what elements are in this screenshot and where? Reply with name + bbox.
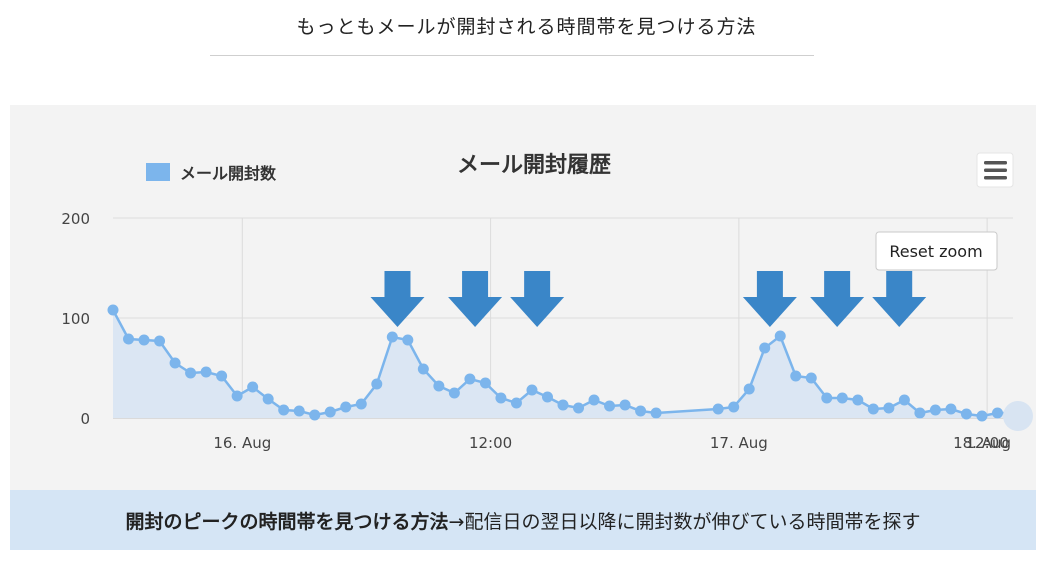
x-tick-label: 12:00 bbox=[469, 434, 512, 452]
data-point bbox=[479, 377, 491, 389]
x-tick-label: 12:00 bbox=[966, 434, 1009, 452]
x-tick-label: 16. Aug bbox=[213, 434, 271, 452]
footer-bar: 開封のピークの時間帯を見つける方法 →配信日の翌日以降に開封数が伸びている時間帯を… bbox=[10, 490, 1036, 550]
data-point bbox=[976, 410, 988, 422]
title-divider bbox=[210, 55, 814, 56]
reset-zoom-button[interactable]: Reset zoom bbox=[875, 231, 998, 271]
data-point bbox=[402, 334, 414, 346]
down-arrow-icon bbox=[510, 271, 565, 327]
data-point bbox=[914, 407, 926, 419]
data-point bbox=[324, 406, 336, 418]
data-point bbox=[510, 397, 522, 409]
data-point bbox=[371, 378, 383, 390]
data-point bbox=[417, 363, 429, 375]
data-point bbox=[262, 393, 274, 405]
down-arrow-icon bbox=[872, 271, 927, 327]
data-point bbox=[526, 384, 538, 396]
export-menu-button[interactable] bbox=[976, 152, 1014, 188]
hamburger-menu-icon bbox=[984, 161, 1007, 180]
data-point bbox=[185, 367, 197, 379]
data-point bbox=[588, 394, 600, 406]
data-point bbox=[836, 392, 848, 404]
data-point bbox=[495, 392, 507, 404]
data-point bbox=[898, 394, 910, 406]
y-tick-label: 200 bbox=[61, 210, 90, 228]
data-point bbox=[774, 330, 786, 342]
data-point bbox=[169, 357, 181, 369]
data-point bbox=[790, 370, 802, 382]
down-arrow-icon bbox=[370, 271, 425, 327]
legend[interactable]: メール開封数 bbox=[146, 163, 277, 183]
data-point bbox=[805, 372, 817, 384]
data-point bbox=[650, 407, 662, 419]
data-point bbox=[247, 381, 259, 393]
data-point bbox=[138, 334, 150, 346]
data-point bbox=[852, 394, 864, 406]
data-point bbox=[231, 390, 243, 402]
data-point bbox=[278, 404, 290, 416]
data-point bbox=[743, 383, 755, 395]
data-point bbox=[107, 304, 119, 316]
data-point bbox=[883, 402, 895, 414]
data-point bbox=[867, 403, 879, 415]
data-point bbox=[604, 400, 616, 412]
footer-text: →配信日の翌日以降に開封数が伸びている時間帯を探す bbox=[448, 510, 921, 533]
data-point bbox=[216, 370, 228, 382]
data-point bbox=[945, 403, 957, 415]
data-point bbox=[386, 331, 398, 343]
series-area-fill bbox=[113, 310, 1013, 418]
data-point bbox=[340, 401, 352, 413]
x-tick-label: 18. Aug bbox=[953, 434, 1011, 452]
data-point bbox=[433, 380, 445, 392]
legend-swatch bbox=[146, 163, 170, 181]
data-point bbox=[355, 398, 367, 410]
data-point bbox=[154, 335, 166, 347]
data-point bbox=[712, 403, 724, 415]
y-tick-label: 0 bbox=[80, 410, 90, 428]
annotation-arrows bbox=[370, 271, 927, 327]
down-arrow-icon bbox=[448, 271, 503, 327]
chart-panel: 0 100 200 16. Aug 12:00 17. Aug 12:00 18. Aug メ… bbox=[10, 105, 1036, 490]
footer-bold-text: 開封のピークの時間帯を見つける方法 bbox=[125, 510, 449, 533]
navigator-handle[interactable] bbox=[1003, 401, 1033, 431]
data-point bbox=[200, 366, 212, 378]
data-point bbox=[573, 402, 585, 414]
data-point bbox=[821, 392, 833, 404]
down-arrow-icon bbox=[742, 271, 797, 327]
down-arrow-icon bbox=[810, 271, 865, 327]
data-point bbox=[123, 333, 135, 345]
data-point bbox=[293, 405, 305, 417]
y-tick-label: 100 bbox=[61, 310, 90, 328]
data-point bbox=[728, 401, 740, 413]
data-point bbox=[759, 342, 771, 354]
data-point bbox=[960, 408, 972, 420]
data-point bbox=[448, 387, 460, 399]
data-point bbox=[541, 391, 553, 403]
data-point bbox=[991, 407, 1003, 419]
chart-title: メール開封履歴 bbox=[457, 153, 611, 178]
x-tick-label: 17. Aug bbox=[710, 434, 768, 452]
reset-zoom-label: Reset zoom bbox=[889, 242, 982, 261]
data-point bbox=[929, 404, 941, 416]
points-layer bbox=[107, 304, 1019, 422]
data-point bbox=[464, 373, 476, 385]
page-title: もっともメールが開封される時間帯を見つける方法 bbox=[296, 16, 757, 38]
data-point bbox=[635, 405, 647, 417]
data-point bbox=[557, 399, 569, 411]
data-point bbox=[619, 399, 631, 411]
legend-label: メール開封数 bbox=[180, 164, 277, 183]
data-point bbox=[309, 409, 321, 421]
